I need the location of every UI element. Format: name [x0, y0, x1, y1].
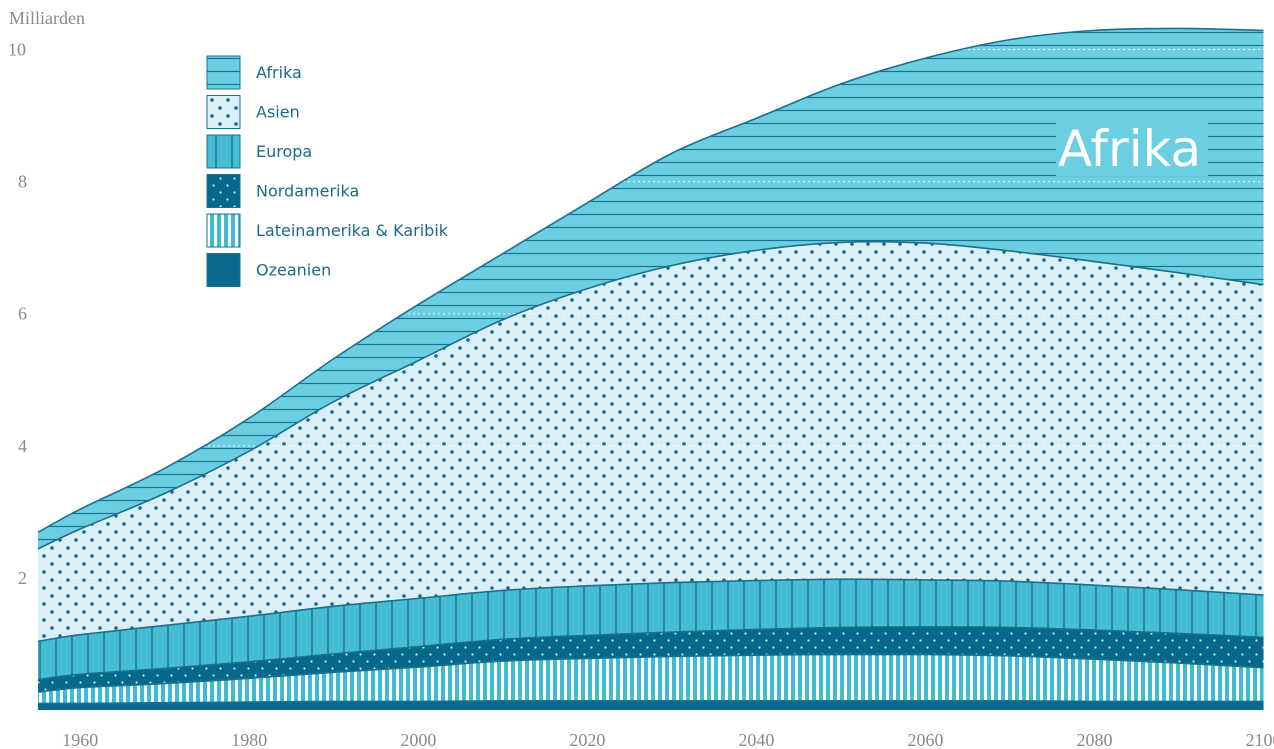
area-ozeanien	[38, 700, 1264, 710]
x-tick-label: 1960	[62, 730, 98, 749]
inline-series-label: Afrika	[1058, 120, 1201, 178]
legend-label-lateinamerika-karibik: Lateinamerika & Karibik	[256, 221, 449, 240]
legend-swatch-nordamerika	[206, 174, 241, 208]
legend-label-afrika: Afrika	[256, 63, 302, 82]
area-outline-asien	[37, 240, 1264, 550]
area-outline-ozeanien	[37, 699, 1264, 705]
area-outlines	[37, 27, 1264, 705]
legend-swatch-lateinamerika-karibik	[206, 213, 241, 248]
area-lateinamerika-karibik	[38, 654, 1264, 704]
x-tick-label: 2020	[569, 730, 605, 749]
area-outline-afrika	[37, 27, 1264, 534]
area-afrika	[38, 28, 1264, 549]
x-tick-label: 2000	[400, 730, 436, 749]
area-outline-nordamerika	[37, 625, 1264, 681]
y-axis-ticks: 2 4 6 8 10	[8, 40, 27, 588]
legend-swatch-europa	[206, 134, 241, 169]
x-tick-label: 1980	[231, 730, 267, 749]
y-tick-label: 10	[8, 40, 26, 60]
stacked-areas	[38, 28, 1264, 710]
legend-swatch-ozeanien	[206, 253, 241, 287]
legend-label-europa: Europa	[256, 142, 312, 161]
gridlines	[38, 49, 1272, 579]
y-tick-label: 4	[18, 436, 27, 456]
area-nordamerika	[38, 626, 1264, 693]
legend-label-asien: Asien	[256, 103, 300, 122]
legend: Afrika Asien Europa Nordamerika Lateinamerik…	[206, 55, 449, 287]
x-tick-label: 2080	[1077, 730, 1113, 749]
legend-label-nordamerika: Nordamerika	[256, 182, 359, 201]
x-tick-label: 2060	[907, 730, 943, 749]
inline-label-group: Afrika	[1056, 120, 1208, 178]
legend-swatch-afrika	[206, 55, 241, 90]
x-axis-ticks: 1960 1980 2000 2020 2040 2060 2080 2100	[62, 730, 1274, 749]
y-tick-label: 8	[18, 172, 27, 192]
legend-label-ozeanien: Ozeanien	[256, 261, 331, 280]
x-tick-label: 2100	[1246, 730, 1274, 749]
inline-label-background	[1056, 120, 1208, 176]
area-outline-europa	[37, 578, 1264, 643]
area-outline-lateinamerika-karibik	[37, 653, 1264, 693]
x-tick-label: 2040	[738, 730, 774, 749]
y-axis-unit-label: Milliarden	[9, 8, 85, 28]
y-tick-label: 6	[18, 304, 27, 324]
legend-swatch-asien	[206, 95, 241, 129]
area-asien	[38, 241, 1264, 642]
y-tick-label: 2	[18, 568, 27, 588]
area-europa	[38, 579, 1264, 680]
